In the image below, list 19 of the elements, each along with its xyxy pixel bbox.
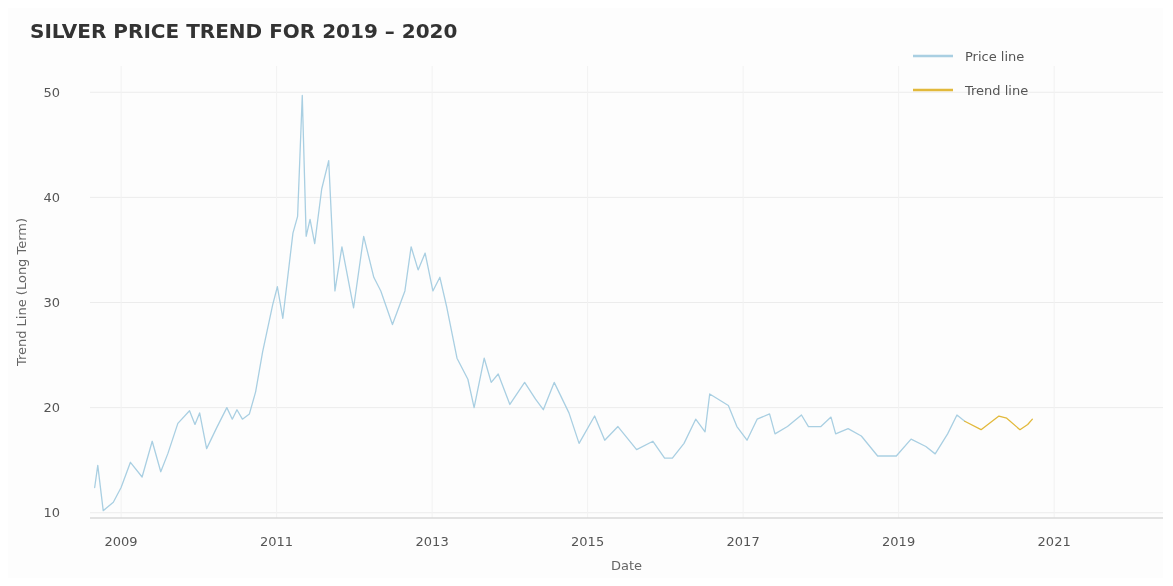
y-axis-title: Trend Line (Long Term) xyxy=(14,217,29,368)
line-series xyxy=(94,94,966,512)
y-tick-label: 50 xyxy=(43,84,60,100)
line-series xyxy=(964,415,1034,431)
x-tick-label: 2009 xyxy=(104,534,138,549)
x-tick-label: 2021 xyxy=(1037,534,1071,549)
y-tick-label: 40 xyxy=(43,189,60,205)
chart-title: SILVER PRICE TREND FOR 2019 – 2020 xyxy=(30,19,458,43)
x-axis-title: Date xyxy=(610,558,643,573)
x-tick-label: 2015 xyxy=(571,534,605,549)
x-tick-label: 2019 xyxy=(882,534,916,549)
x-tick-label: 2013 xyxy=(415,534,449,549)
x-tick-label: 2011 xyxy=(260,534,294,549)
x-tick-label: 2017 xyxy=(726,534,760,549)
y-tick-label: 30 xyxy=(43,295,60,311)
legend-label: Trend line xyxy=(964,82,1029,98)
y-tick-label: 20 xyxy=(43,400,60,416)
y-tick-label: 10 xyxy=(43,505,60,521)
legend-label: Price line xyxy=(965,48,1025,64)
